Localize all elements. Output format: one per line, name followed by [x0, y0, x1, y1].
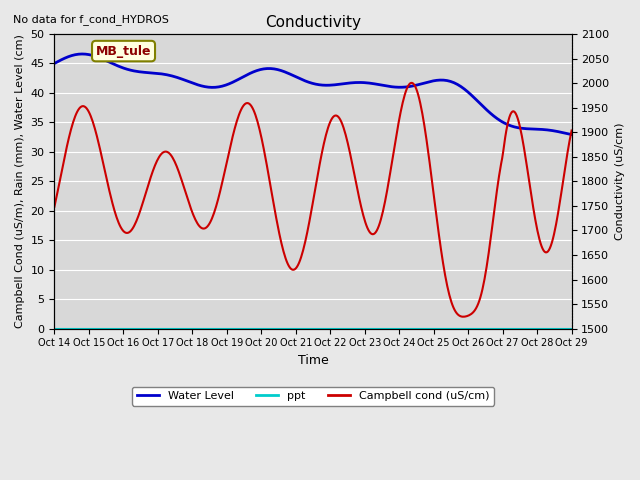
Line: Water Level: Water Level	[54, 54, 572, 134]
Campbell cond (uS/cm)	[477, 294, 484, 300]
Campbell cond (uS/cm)	[557, 191, 565, 196]
Water Level	[358, 80, 366, 85]
Water Level	[78, 51, 86, 57]
Line: Campbell cond (uS/cm): Campbell cond (uS/cm)	[54, 83, 572, 317]
Water Level	[360, 80, 368, 85]
X-axis label: Time: Time	[298, 354, 328, 367]
Water Level	[521, 126, 529, 132]
Campbell cond (uS/cm)	[568, 128, 575, 133]
Campbell cond (uS/cm)	[296, 257, 304, 263]
Water Level	[568, 132, 575, 137]
Water Level	[488, 112, 496, 118]
Water Level	[51, 60, 58, 66]
Legend: Water Level, ppt, Campbell cond (uS/cm): Water Level, ppt, Campbell cond (uS/cm)	[132, 387, 494, 406]
Text: No data for f_cond_HYDROS: No data for f_cond_HYDROS	[13, 14, 169, 25]
Campbell cond (uS/cm)	[358, 208, 366, 214]
Campbell cond (uS/cm)	[300, 247, 307, 253]
Y-axis label: Conductivity (uS/cm): Conductivity (uS/cm)	[615, 122, 625, 240]
Campbell cond (uS/cm)	[408, 80, 416, 86]
Y-axis label: Campbell Cond (uS/m), Rain (mm), Water Level (cm): Campbell Cond (uS/m), Rain (mm), Water L…	[15, 35, 25, 328]
Water Level	[369, 81, 376, 86]
Water Level	[52, 60, 60, 65]
Campbell cond (uS/cm)	[51, 204, 58, 210]
Campbell cond (uS/cm)	[460, 314, 468, 320]
Text: MB_tule: MB_tule	[96, 45, 151, 58]
Campbell cond (uS/cm)	[330, 113, 338, 119]
Title: Conductivity: Conductivity	[265, 15, 361, 30]
